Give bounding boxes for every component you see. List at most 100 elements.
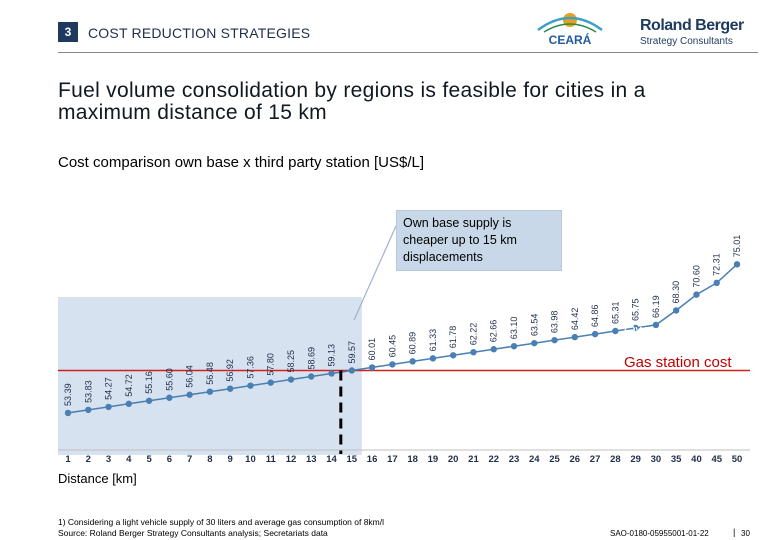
own-base-point	[85, 406, 92, 414]
own-base-point	[409, 358, 416, 365]
data-label: 58.25	[286, 350, 296, 373]
own-base-point	[186, 391, 193, 398]
own-base-point	[652, 321, 660, 329]
own-base-point	[490, 346, 497, 353]
data-label: 63.98	[550, 311, 560, 334]
data-label: 54.72	[124, 374, 134, 397]
data-label: 60.45	[387, 335, 397, 358]
data-label: 56.48	[205, 362, 215, 385]
x-tick-label: 35	[671, 454, 682, 465]
x-tick-label: 24	[529, 454, 540, 465]
x-axis-label: Distance [km]	[58, 471, 137, 486]
x-tick-label: 30	[651, 454, 662, 465]
own-base-point	[531, 339, 538, 347]
x-tick-label: 7	[187, 454, 192, 465]
own-base-point	[389, 361, 396, 368]
data-label: 63.54	[529, 314, 539, 337]
data-label: 64.86	[590, 305, 600, 328]
x-tick-label: 10	[245, 454, 256, 465]
data-label: 70.60	[691, 265, 701, 288]
x-tick-label: 8	[207, 454, 212, 465]
roland-berger-logo: Roland Berger Strategy Consultants	[640, 18, 744, 48]
x-tick-label: 18	[407, 454, 418, 465]
x-tick-label: 22	[488, 454, 499, 465]
x-tick-label: 23	[509, 454, 520, 465]
x-tick-label: 9	[228, 454, 233, 465]
data-label: 60.89	[408, 332, 418, 355]
ceara-logo: CEARÁ	[537, 13, 603, 47]
chart-subtitle: Cost comparison own base x third party s…	[58, 154, 425, 171]
x-tick-label: 25	[549, 454, 560, 465]
x-tick-label: 1	[65, 454, 71, 465]
x-tick-label: 5	[146, 454, 152, 465]
x-tick-label: 28	[610, 454, 621, 465]
x-tick-label: 40	[691, 454, 702, 465]
x-tick-label: 15	[347, 454, 358, 465]
data-label: 63.10	[509, 317, 519, 340]
data-label: 53.39	[63, 383, 73, 406]
data-label: 59.57	[347, 341, 357, 364]
x-tick-label: 2	[86, 454, 91, 465]
data-label: 54.27	[104, 377, 114, 400]
data-label: 64.42	[570, 308, 580, 331]
header-divider	[58, 52, 758, 53]
data-label: 75.01	[732, 235, 742, 258]
roland-berger-sub: Strategy Consultants	[640, 36, 733, 47]
own-base-point	[287, 376, 295, 383]
section-number-badge: 3	[58, 22, 78, 42]
x-tick-label: 27	[590, 454, 601, 465]
x-tick-label: 17	[387, 454, 398, 465]
data-label: 61.33	[428, 329, 438, 352]
data-label: 60.01	[367, 338, 377, 361]
own-base-point	[571, 333, 579, 341]
x-tick-label: 6	[167, 454, 172, 465]
legend-gas-station-cost: Gas station cost	[624, 354, 732, 371]
x-tick-label: 4	[126, 454, 132, 465]
x-tick-label: 14	[326, 454, 337, 465]
data-label: 68.30	[671, 281, 681, 304]
own-base-point	[226, 385, 234, 392]
own-base-point	[591, 330, 599, 338]
own-base-point	[551, 336, 558, 344]
footnote-source: Source: Roland Berger Strategy Consultan…	[58, 528, 328, 538]
own-base-point	[632, 324, 639, 332]
page-separator: |	[733, 527, 736, 537]
ceara-logo-text: CEARÁ	[549, 32, 592, 47]
data-label: 55.60	[164, 368, 174, 391]
data-label: 62.66	[489, 320, 499, 343]
x-tick-label: 11	[266, 454, 277, 465]
own-base-point	[612, 327, 619, 335]
data-label: 57.80	[266, 353, 276, 376]
own-base-point	[328, 370, 335, 377]
data-label: 61.78	[448, 326, 458, 349]
own-base-point	[693, 291, 700, 298]
x-tick-label: 19	[428, 454, 439, 465]
data-label: 62.22	[468, 323, 478, 346]
callout-box: Own base supply is cheaper up to 15 km d…	[396, 210, 562, 271]
data-label: 55.16	[144, 371, 154, 394]
document-id: SAO-0180-05955001-01-22	[610, 529, 709, 538]
own-base-point	[267, 379, 274, 386]
x-tick-label: 29	[630, 454, 641, 465]
own-base-point	[348, 367, 356, 374]
own-base-cost-line	[67, 263, 738, 414]
own-base-point	[64, 409, 72, 417]
own-base-point	[247, 382, 254, 389]
data-label: 65.75	[631, 298, 641, 321]
own-base-point	[510, 342, 518, 350]
own-base-point	[672, 307, 680, 314]
data-label: 58.69	[306, 347, 316, 370]
legend-own-base-cost: Own base cost	[624, 322, 724, 339]
page-number: 30	[741, 529, 750, 538]
x-tick-label: 21	[468, 454, 479, 465]
data-label: 66.19	[651, 295, 661, 318]
own-base-point	[145, 397, 153, 404]
section-title: COST REDUCTION STRATEGIES	[88, 25, 311, 41]
x-tick-label: 20	[448, 454, 459, 465]
x-tick-label: 13	[306, 454, 317, 465]
data-label: 53.83	[83, 380, 93, 403]
data-label: 57.36	[245, 356, 255, 379]
data-label: 56.04	[185, 365, 195, 388]
page-headline: Fuel volume consolidation by regions is …	[58, 79, 646, 124]
